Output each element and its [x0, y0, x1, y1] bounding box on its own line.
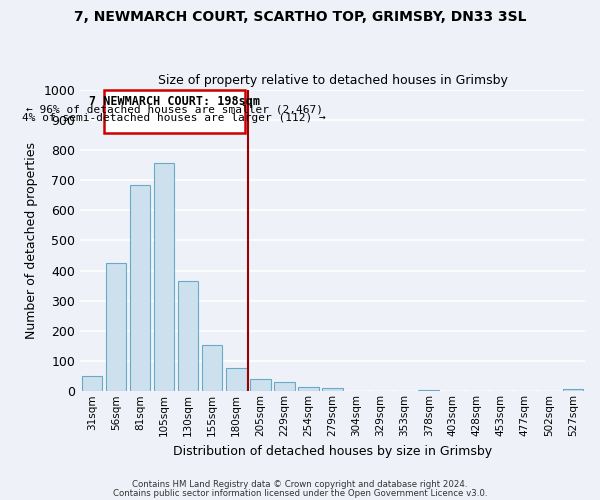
Bar	[82, 376, 102, 392]
Bar	[274, 382, 295, 392]
Bar	[250, 379, 271, 392]
X-axis label: Distribution of detached houses by size in Grimsby: Distribution of detached houses by size …	[173, 444, 492, 458]
Title: Size of property relative to detached houses in Grimsby: Size of property relative to detached ho…	[158, 74, 508, 87]
Bar	[104, 90, 245, 134]
Bar	[178, 281, 199, 392]
Text: ← 96% of detached houses are smaller (2,467): ← 96% of detached houses are smaller (2,…	[26, 104, 323, 114]
Text: 7 NEWMARCH COURT: 198sqm: 7 NEWMARCH COURT: 198sqm	[89, 95, 260, 108]
Bar	[298, 386, 319, 392]
Bar	[202, 345, 223, 392]
Bar	[322, 388, 343, 392]
Bar	[106, 263, 126, 392]
Bar	[418, 390, 439, 392]
Bar	[154, 162, 175, 392]
Text: 4% of semi-detached houses are larger (112) →: 4% of semi-detached houses are larger (1…	[22, 113, 326, 123]
Y-axis label: Number of detached properties: Number of detached properties	[25, 142, 38, 339]
Bar	[226, 368, 247, 392]
Bar	[563, 389, 583, 392]
Text: Contains HM Land Registry data © Crown copyright and database right 2024.: Contains HM Land Registry data © Crown c…	[132, 480, 468, 489]
Text: Contains public sector information licensed under the Open Government Licence v3: Contains public sector information licen…	[113, 488, 487, 498]
Text: 7, NEWMARCH COURT, SCARTHO TOP, GRIMSBY, DN33 3SL: 7, NEWMARCH COURT, SCARTHO TOP, GRIMSBY,…	[74, 10, 526, 24]
Bar	[130, 184, 151, 392]
